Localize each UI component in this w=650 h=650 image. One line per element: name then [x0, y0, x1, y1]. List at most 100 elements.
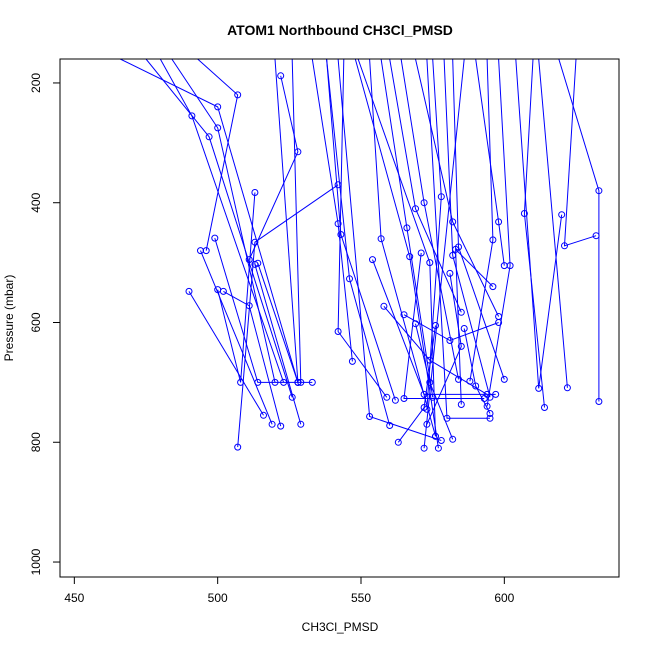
- x-tick-label: 450: [64, 591, 84, 605]
- series-3: [159, 59, 288, 386]
- series-line: [538, 59, 568, 388]
- data-point: [592, 232, 600, 240]
- y-tick-label: 1000: [29, 548, 43, 575]
- data-point: [412, 205, 419, 213]
- data-point: [595, 398, 603, 405]
- series-line: [463, 328, 491, 414]
- series-40: [357, 59, 439, 440]
- series-line: [415, 323, 454, 440]
- series-line: [383, 305, 488, 395]
- y-axis-label: Pressure (mbar): [2, 275, 16, 362]
- series-line: [257, 263, 299, 383]
- series-line: [403, 314, 499, 342]
- series-9: [234, 181, 342, 451]
- data-point: [369, 256, 376, 264]
- data-point: [563, 384, 571, 392]
- series-line: [197, 59, 239, 251]
- data-point: [506, 262, 514, 270]
- series-line: [389, 59, 462, 313]
- data-point: [277, 72, 285, 80]
- data-point: [457, 342, 465, 350]
- data-point: [460, 325, 468, 332]
- data-point: [268, 420, 276, 428]
- x-tick-label: 600: [494, 591, 514, 605]
- series-46: [412, 320, 457, 443]
- data-point: [214, 103, 222, 111]
- series-17: [311, 59, 356, 365]
- series-line: [357, 59, 436, 437]
- series-line: [452, 59, 505, 380]
- data-point: [294, 378, 302, 386]
- data-point: [483, 402, 491, 410]
- data-point: [205, 133, 213, 141]
- data-point: [495, 319, 503, 326]
- series-line: [423, 59, 465, 449]
- data-point: [277, 422, 285, 430]
- data-point: [495, 218, 503, 226]
- data-point: [423, 420, 431, 428]
- series-2: [145, 59, 296, 401]
- data-point: [366, 413, 374, 420]
- data-point: [437, 193, 445, 201]
- data-point: [254, 378, 262, 386]
- series-38: [558, 59, 603, 405]
- series-47: [460, 325, 494, 417]
- series-line: [563, 59, 597, 247]
- data-point: [420, 404, 428, 411]
- data-point: [452, 245, 460, 253]
- data-point: [420, 390, 428, 398]
- data-point: [489, 236, 497, 244]
- series-line: [415, 59, 500, 317]
- data-point: [595, 187, 603, 195]
- series-line: [337, 59, 388, 398]
- series-line: [369, 59, 436, 437]
- series-line: [326, 59, 396, 401]
- series-line: [159, 59, 285, 383]
- x-axis: 450 500 550 600: [64, 576, 515, 605]
- y-axis: 200 400 600 800 1000: [29, 73, 61, 575]
- x-axis-label: CH3Cl_PMSD: [302, 620, 379, 634]
- series-line: [214, 237, 313, 383]
- series-35: [483, 59, 514, 410]
- series-line: [326, 59, 391, 426]
- y-tick-label: 600: [29, 312, 43, 332]
- data-point: [297, 420, 305, 428]
- series-39: [561, 59, 600, 250]
- data-point: [380, 302, 388, 310]
- plot-content: [119, 59, 603, 452]
- data-point: [334, 328, 342, 335]
- series-37: [520, 59, 548, 411]
- series-line: [217, 192, 256, 383]
- data-point: [394, 438, 402, 446]
- data-point: [377, 235, 385, 243]
- series-line: [475, 59, 505, 266]
- y-tick-label: 800: [29, 432, 43, 452]
- chart-title: ATOM1 Northbound CH3Cl_PMSD: [227, 22, 453, 38]
- data-point: [420, 444, 428, 452]
- data-point: [486, 414, 494, 422]
- series-line: [337, 59, 442, 441]
- series-line: [171, 59, 276, 383]
- series-1: [119, 59, 302, 386]
- series-44: [394, 322, 439, 446]
- series-21: [326, 59, 399, 404]
- series-line: [248, 75, 299, 260]
- x-tick-label: 550: [351, 591, 371, 605]
- data-point: [449, 435, 457, 443]
- data-point: [219, 287, 227, 295]
- data-point: [251, 189, 259, 196]
- series-32: [420, 59, 465, 452]
- series-41: [369, 256, 500, 398]
- series-line: [469, 59, 494, 382]
- series-line: [119, 59, 299, 383]
- data-point: [297, 378, 305, 386]
- data-point: [457, 401, 465, 408]
- series-line: [237, 184, 339, 448]
- data-point: [234, 91, 242, 99]
- y-tick-label: 400: [29, 192, 43, 212]
- data-point: [480, 395, 488, 402]
- data-point: [391, 396, 399, 404]
- data-point: [346, 275, 353, 283]
- series-42: [400, 311, 503, 344]
